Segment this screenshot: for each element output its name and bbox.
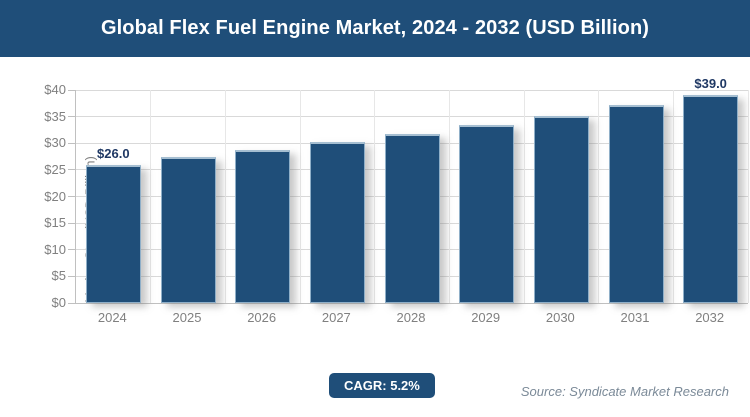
bar-value-label: $26.0	[97, 145, 130, 161]
y-tick-label: $30	[44, 135, 66, 151]
x-tick-label: 2029	[471, 310, 501, 325]
bar-2031	[608, 105, 664, 303]
v-gridline	[598, 90, 600, 303]
x-tick-label: 2031	[620, 310, 650, 325]
x-tick-label: 2026	[247, 310, 277, 325]
y-tick-mark	[68, 249, 76, 251]
cagr-badge: CAGR: 5.2%	[329, 373, 435, 398]
y-tick-label: $40	[44, 82, 66, 97]
v-gridline	[299, 90, 301, 303]
bar-2025	[160, 157, 216, 303]
y-tick-label: $20	[44, 188, 66, 204]
source-text: Source: Syndicate Market Research	[520, 384, 729, 399]
bar-2032	[683, 95, 739, 303]
h-gridline	[76, 116, 748, 118]
y-tick-label: $35	[44, 108, 66, 124]
y-tick-mark	[68, 116, 76, 118]
y-tick-mark	[68, 169, 76, 171]
v-gridline	[150, 90, 152, 303]
y-tick-mark	[68, 196, 76, 197]
y-tick-mark	[68, 275, 76, 277]
y-tick-label: $5	[51, 268, 66, 284]
chart-area: Market Size (USD Billion) $26.0$39.0 $0$…	[0, 57, 750, 417]
bar-value-label: $39.0	[694, 76, 727, 92]
x-tick-label: 2030	[545, 310, 575, 325]
v-gridline	[747, 90, 749, 303]
x-tick-label: 2024	[97, 310, 127, 325]
plot-area: Market Size (USD Billion) $26.0$39.0	[68, 76, 749, 304]
bar-2024	[85, 164, 141, 303]
x-tick-label: 2027	[321, 310, 351, 325]
bar-2028	[384, 133, 440, 303]
v-gridline	[448, 90, 450, 303]
y-tick-mark	[68, 89, 76, 91]
y-tick-label: $15	[44, 215, 66, 231]
bar-2029	[459, 124, 515, 303]
h-gridline	[76, 89, 748, 91]
y-tick-label: $25	[44, 161, 66, 177]
bar-2026	[235, 149, 291, 303]
x-tick-label: 2032	[695, 310, 725, 325]
chart-title: Global Flex Fuel Engine Market, 2024 - 2…	[100, 17, 650, 39]
x-tick-label: 2028	[396, 310, 426, 325]
x-tick-label: 2025	[172, 310, 202, 325]
v-gridline	[374, 90, 376, 303]
y-tick-mark	[68, 142, 76, 144]
y-tick-label: $0	[51, 295, 66, 310]
v-gridline	[224, 90, 226, 303]
v-gridline	[672, 90, 674, 303]
chart-title-bar: Global Flex Fuel Engine Market, 2024 - 2…	[0, 0, 750, 57]
v-gridline	[523, 90, 525, 303]
bar-2030	[533, 115, 589, 303]
y-tick-label: $10	[44, 241, 66, 257]
bar-2027	[309, 141, 365, 303]
y-tick-mark	[68, 302, 76, 304]
y-tick-mark	[68, 222, 76, 224]
